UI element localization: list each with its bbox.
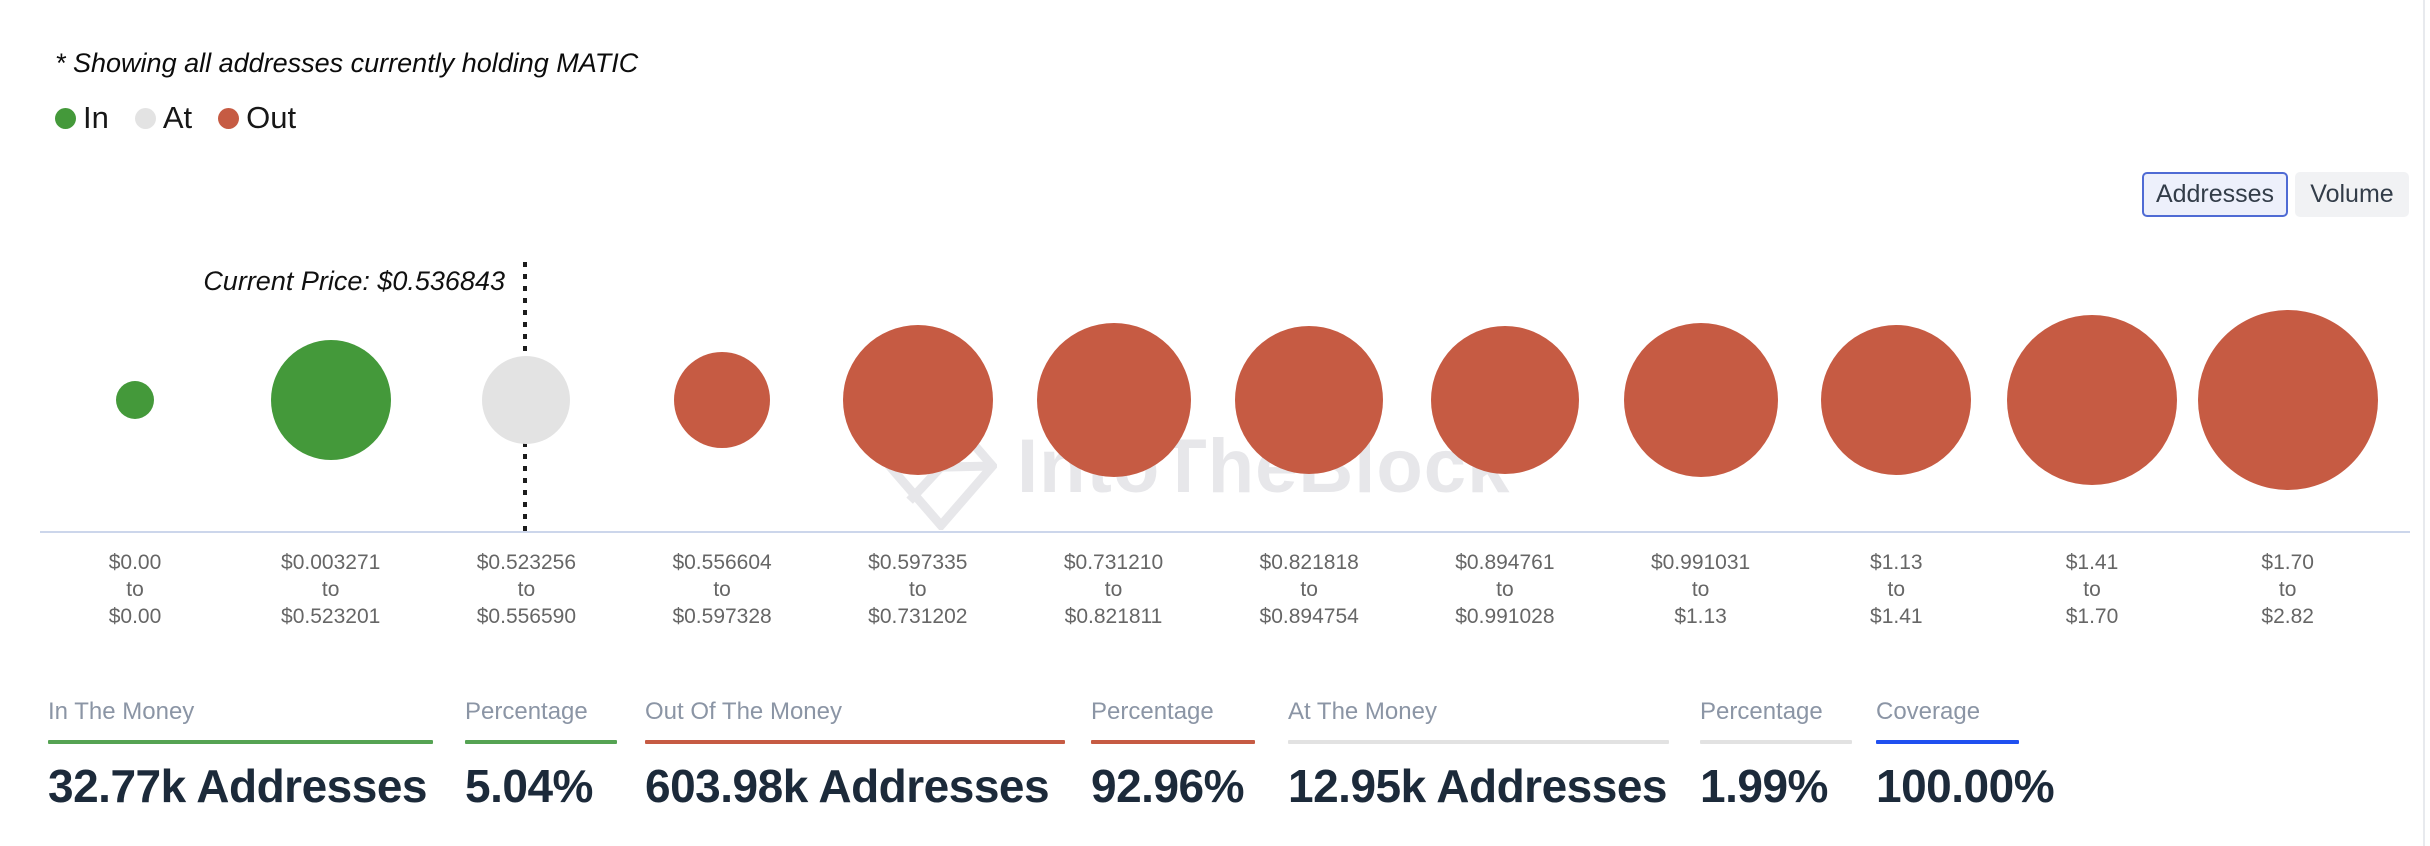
bubble-out-4[interactable] xyxy=(842,325,993,475)
bubble-at-2[interactable] xyxy=(482,356,571,444)
stat-underline xyxy=(645,740,1065,744)
bubble-out-3[interactable] xyxy=(674,352,771,448)
stat-underline xyxy=(465,740,617,744)
bubble-out-10[interactable] xyxy=(2007,315,2177,485)
price-range-label-2: $0.523256 to $0.556590 xyxy=(476,551,577,628)
bubble-out-9[interactable] xyxy=(1821,325,1972,475)
legend-dot-icon xyxy=(55,107,76,129)
stat-label: At The Money xyxy=(1288,698,1437,725)
price-range-label-7: $0.894761 to $0.991028 xyxy=(1455,551,1555,628)
stat-5-percentage: Percentage 1.99% xyxy=(1700,698,1852,813)
current-price-label: Current Price: $0.536843 xyxy=(203,266,505,296)
stat-underline xyxy=(1288,740,1669,744)
stat-value: 100.00% xyxy=(1876,760,2055,812)
price-range-label-9: $1.13 to $1.41 xyxy=(1870,551,1923,628)
legend-dot-icon xyxy=(134,107,156,129)
stat-value: 32.77k Addresses xyxy=(48,760,428,812)
bubble-in-0[interactable] xyxy=(116,381,154,419)
legend-item-out[interactable]: Out xyxy=(218,100,296,136)
stat-underline xyxy=(1876,740,2019,744)
x-axis-line xyxy=(40,531,2410,533)
panel-right-border xyxy=(2423,0,2425,846)
stat-label: Percentage xyxy=(1091,698,1214,725)
stat-label: Percentage xyxy=(465,698,588,725)
legend-item-in[interactable]: In xyxy=(55,100,109,136)
price-range-label-4: $0.597335 to $0.731202 xyxy=(868,551,968,628)
legend: In At Out xyxy=(55,100,296,136)
stat-1-percentage: Percentage 5.04% xyxy=(465,698,617,813)
stat-value: 603.98k Addresses xyxy=(645,760,1050,812)
stat-underline xyxy=(1091,740,1255,744)
stat-value: 5.04% xyxy=(465,760,593,812)
price-range-label-3: $0.556604 to $0.597328 xyxy=(672,551,772,628)
price-range-label-10: $1.41 to $1.70 xyxy=(2065,551,2119,628)
volume-toggle-button[interactable]: Volume xyxy=(2295,172,2409,217)
stat-value: 92.96% xyxy=(1091,760,1245,812)
bubble-out-11[interactable] xyxy=(2197,310,2378,490)
stat-label: In The Money xyxy=(48,698,195,725)
disclaimer-note: * Showing all addresses currently holdin… xyxy=(55,48,639,78)
stat-3-percentage: Percentage 92.96% xyxy=(1091,698,1255,813)
price-range-label-0: $0.00 to $0.00 xyxy=(108,551,162,628)
stat-4-at-the-money: At The Money 12.95k Addresses xyxy=(1288,698,1669,813)
price-range-label-6: $0.821818 to $0.894754 xyxy=(1259,551,1359,628)
view-toggle: Addresses Volume xyxy=(2142,172,2409,217)
stat-underline xyxy=(1700,740,1852,744)
stat-value: 1.99% xyxy=(1700,760,1828,812)
price-range-label-5: $0.731210 to $0.821811 xyxy=(1063,551,1164,628)
bubble-out-5[interactable] xyxy=(1036,323,1191,477)
stat-2-out-of-the-money: Out Of The Money 603.98k Addresses xyxy=(645,698,1065,813)
legend-item-label: In xyxy=(83,100,109,135)
price-range-label-11: $1.70 to $2.82 xyxy=(2261,551,2314,628)
stat-label: Out Of The Money xyxy=(645,698,842,725)
stat-value: 12.95k Addresses xyxy=(1288,760,1668,812)
legend-item-at[interactable]: At xyxy=(134,100,193,136)
stat-6-coverage: Coverage 100.00% xyxy=(1876,698,2055,813)
stat-underline xyxy=(48,740,433,744)
addresses-toggle-button[interactable]: Addresses xyxy=(2142,172,2288,217)
price-range-label-8: $0.991031 to $1.13 xyxy=(1650,551,1751,628)
legend-item-label: At xyxy=(162,100,193,135)
bubble-out-6[interactable] xyxy=(1235,326,1384,474)
legend-item-label: Out xyxy=(246,100,297,135)
stat-0-in-the-money: In The Money 32.77k Addresses xyxy=(48,698,433,813)
bubble-in-1[interactable] xyxy=(270,340,391,460)
legend-dot-icon xyxy=(218,107,240,129)
stat-label: Coverage xyxy=(1876,698,1981,725)
bubble-out-7[interactable] xyxy=(1430,326,1579,474)
bubble-out-8[interactable] xyxy=(1623,323,1778,477)
price-range-label-1: $0.003271 to $0.523201 xyxy=(281,551,381,628)
stat-label: Percentage xyxy=(1700,698,1823,725)
